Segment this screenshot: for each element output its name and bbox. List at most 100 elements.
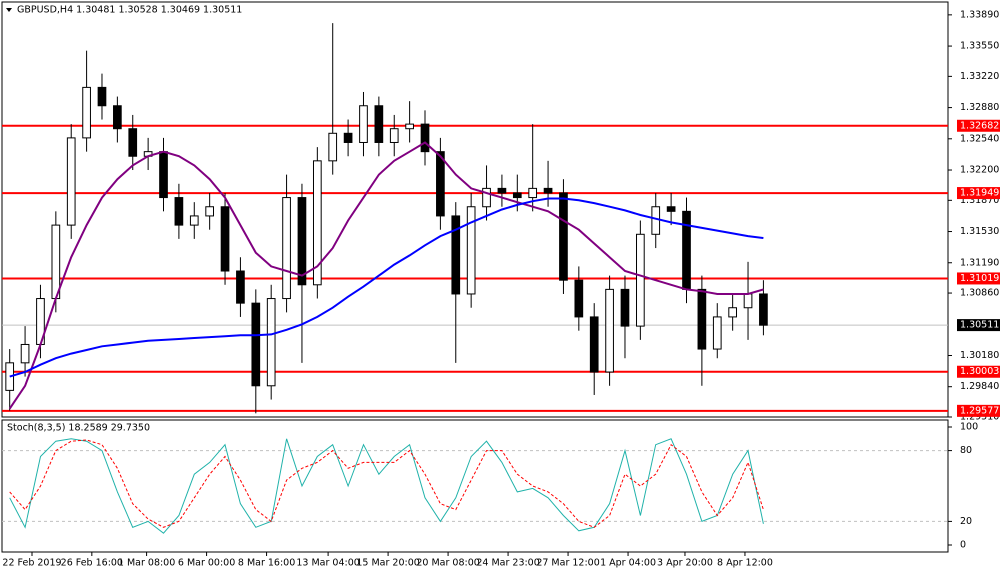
stoch-title: Stoch(8,3,5) 18.2589 29.7350 [7, 423, 150, 434]
x-tick-label: 15 Mar 20:00 [356, 558, 419, 569]
level-label: 1.31019 [960, 273, 999, 284]
level-box [957, 404, 1000, 417]
candle-body [682, 210, 691, 290]
stoch-tick-label: 80 [960, 445, 972, 456]
candle-body [420, 123, 430, 153]
candle-body [5, 362, 15, 391]
candle-body [620, 288, 630, 327]
candle-body [543, 187, 553, 194]
y-tick-label: 1.29510 [960, 412, 999, 423]
x-tick-label: 26 Feb 16:00 [61, 558, 123, 569]
candle-body [97, 86, 107, 107]
candle-body [651, 206, 661, 235]
x-tick-label: 27 Mar 12:00 [536, 558, 599, 569]
current-price-box [957, 319, 1000, 332]
candle-body [451, 215, 461, 295]
level-label: 1.30003 [960, 366, 999, 377]
main-panel [1, 1, 949, 418]
stoch-tick-label: 0 [960, 540, 966, 551]
y-tick-label: 1.33890 [960, 9, 999, 20]
stoch-signal [9, 439, 764, 528]
candle-body [528, 187, 538, 199]
y-tick-label: 1.32880 [960, 102, 999, 113]
moving-average [8, 141, 764, 410]
level-box [957, 365, 1000, 378]
candle-body [189, 215, 199, 226]
candle-body [512, 192, 522, 199]
candle-body [589, 316, 599, 373]
level-label: 1.29577 [960, 405, 999, 416]
x-tick-label: 3 Apr 20:00 [657, 558, 713, 569]
y-tick-label: 1.32540 [960, 133, 999, 144]
candle-body [297, 197, 307, 286]
candle-body [328, 132, 338, 162]
current-price-label: 1.30511 [960, 320, 999, 331]
candle-body [220, 206, 230, 272]
level-box [957, 272, 1000, 285]
x-tick-label: 1 Apr 04:00 [600, 558, 656, 569]
x-tick-label: 24 Mar 23:00 [476, 558, 539, 569]
y-tick-label: 1.33220 [960, 71, 999, 82]
moving-average [9, 197, 764, 378]
menu-arrow[interactable] [6, 8, 12, 12]
candle-body [666, 206, 676, 212]
candle-body [312, 160, 322, 286]
x-tick-label: 20 Mar 08:00 [416, 558, 479, 569]
candle-body [236, 270, 245, 304]
stoch-main [9, 438, 764, 534]
y-tick-label: 1.29840 [960, 381, 999, 392]
candle-body [113, 105, 122, 130]
candle-body [728, 307, 737, 318]
level-label: 1.31949 [960, 188, 999, 199]
y-tick-label: 1.33550 [960, 41, 999, 52]
candle-body [743, 293, 753, 309]
candle-body [128, 128, 138, 157]
y-tick-label: 1.32200 [960, 165, 999, 176]
level-box [957, 119, 1000, 132]
candle-body [636, 233, 645, 327]
candle-body [497, 187, 507, 194]
candle-body [574, 279, 584, 318]
candle-body [697, 288, 707, 350]
candle-body [605, 288, 614, 373]
candle-body [20, 343, 30, 364]
x-tick-label: 8 Apr 12:00 [717, 558, 773, 569]
candle-body [712, 316, 722, 350]
x-tick-label: 6 Mar 00:00 [178, 558, 235, 569]
candle-body [251, 302, 261, 387]
level-label: 1.32682 [960, 120, 999, 131]
y-tick-label: 1.30860 [960, 288, 999, 299]
stoch-tick-label: 20 [960, 516, 972, 527]
candle-body [66, 137, 76, 226]
chart-title: GBPUSD,H4 1.30481 1.30528 1.30469 1.3051… [17, 5, 242, 16]
candle-body [205, 206, 215, 217]
x-tick-label: 13 Mar 04:00 [296, 558, 359, 569]
candle-body [436, 151, 445, 217]
stoch-panel [1, 419, 949, 553]
x-tick-label: 8 Mar 16:00 [238, 558, 295, 569]
level-box [957, 187, 1000, 200]
candle-body [266, 298, 276, 387]
candle-body [405, 123, 414, 130]
candle-body [159, 151, 168, 199]
y-tick-label: 1.31530 [960, 226, 999, 237]
candle-body [389, 128, 399, 143]
candle-body [174, 197, 184, 226]
candle-body [82, 86, 91, 139]
candle-body [374, 105, 384, 143]
candle-body [759, 293, 768, 326]
y-tick-label: 1.31190 [960, 257, 999, 268]
candle-body [482, 187, 491, 208]
candle-body [466, 206, 476, 295]
y-tick-label: 1.31870 [960, 195, 999, 206]
candle-body [282, 197, 291, 300]
candle-body [51, 224, 61, 300]
candle-body [359, 105, 368, 143]
candle-body [559, 192, 568, 281]
candle-body [343, 132, 353, 143]
x-tick-label: 1 Mar 08:00 [118, 558, 175, 569]
stoch-tick-label: 100 [960, 422, 978, 433]
y-tick-label: 1.30180 [960, 350, 999, 361]
x-tick-label: 22 Feb 2019 [2, 558, 61, 569]
